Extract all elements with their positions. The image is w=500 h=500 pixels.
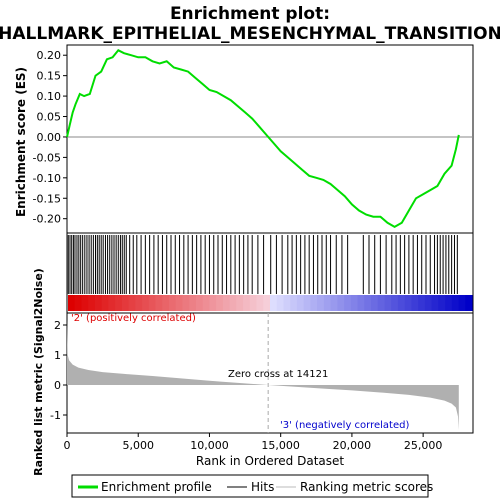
color-bar-segment [458,295,466,311]
chart-title-line2: HALLMARK_EPITHELIAL_MESENCHYMAL_TRANSITI… [0,24,500,44]
color-bar-segment [121,295,130,311]
es-y-tick-label: 0.20 [37,49,62,62]
es-y-tick-label: -0.15 [33,192,61,205]
color-bar-segment [249,295,258,311]
es-y-tick-label: 0.05 [37,111,62,124]
legend [71,474,429,498]
color-bar-segment [182,295,190,311]
color-bar-segment [451,295,460,311]
color-bar-segment [384,295,392,311]
color-bar-segment [209,295,217,311]
color-bar-segment [229,295,237,311]
color-bar-segment [195,295,204,311]
es-y-axis-label: Enrichment score (ES) [14,67,28,217]
color-bar-segment [296,295,305,311]
color-bar-segment [397,295,406,311]
metric-layer: 2 1 0 -1 0 5,000 10,000 15,000 20,000 25,000 [50,313,459,452]
color-bar-segment [364,295,372,311]
metric-y-tick-label: 1 [54,349,61,362]
x-axis-label: Rank in Ordered Dataset [196,454,344,468]
color-bar-segment [115,295,123,311]
color-bar-segment [344,295,352,311]
color-bar-segment [371,295,379,311]
color-bar-segment [222,295,231,311]
color-bar-segment [128,295,136,311]
color-bar-segment [283,295,291,311]
color-bar-segment [290,295,298,311]
color-bar-segment [317,295,325,311]
color-bar-segment [445,295,453,311]
es-y-tick-label: -0.05 [33,151,61,164]
color-bar-segment [276,295,284,311]
color-bar-segment [162,295,170,311]
color-bar-segment [411,295,419,311]
color-bar-segment [357,295,365,311]
color-bar-segment [202,295,210,311]
x-tick-label: 20,000 [333,439,372,452]
es-y-tick-label: -0.20 [33,213,61,226]
metric-y-tick-label: 0 [54,379,61,392]
color-bar-segment [465,295,473,311]
es-y-tick-label: 0.15 [37,70,62,83]
x-tick-label: 0 [64,439,71,452]
color-bar-segment [189,295,197,311]
color-bar-segment [94,295,103,311]
color-bar-segment [330,295,338,311]
es-y-tick-label: 0.00 [37,131,62,144]
color-bar-segment [418,295,426,311]
color-bar-segment [155,295,163,311]
x-tick-label: 25,000 [404,439,443,452]
color-bar-segment [68,295,76,311]
enrichment-profile-line [66,49,460,229]
color-bar-segment [169,295,177,311]
x-tick-label: 10,000 [190,439,229,452]
es-y-tick-label: -0.10 [33,172,61,185]
es-y-tick-label: 0.10 [37,90,62,103]
color-bar-segment [270,295,278,311]
color-bar-segment [74,295,82,311]
legend-enrichment-label: Enrichment profile [101,480,212,494]
color-bar-segment [101,295,109,311]
color-bar-segment [310,295,318,311]
metric-y-tick-label: -1 [50,409,61,422]
color-bar-segment [81,295,89,311]
color-bar-segment [337,295,345,311]
zero-cross-label: Zero cross at 14121 [228,369,328,380]
x-tick-label: 15,000 [261,439,300,452]
legend-metric-label: Ranking metric scores [300,480,433,494]
color-bar-segment [391,295,399,311]
metric-panel [66,312,474,434]
color-bar-segment [142,295,150,311]
color-bar-segment [377,295,385,311]
pos-correlated-label: '2' (positively correlated) [71,313,196,324]
color-bar-segment [108,295,116,311]
metric-y-tick-label: 2 [54,319,61,332]
hits-layer [67,235,473,311]
color-bar-segment [424,295,433,311]
x-tick-label: 5,000 [122,439,154,452]
color-bar-segment [303,295,311,311]
color-bar-segment [263,295,271,311]
es-layer: 0.20 0.15 0.10 0.05 0.00 -0.05 -0.10 -0.15 -0.20 [33,49,473,229]
color-bar-segment [431,295,439,311]
color-bar-segment [175,295,183,311]
color-bar-segment [256,295,264,311]
legend-hits-label: Hits [251,480,274,494]
neg-correlated-label: '3' (negatively correlated) [280,420,409,431]
color-bar-segment [135,295,143,311]
color-bar-segment [216,295,224,311]
chart-title-line1: Enrichment plot: [170,4,330,24]
metric-y-axis-label: Ranked list metric (Signal2Noise) [32,268,45,476]
color-bar-segment [148,295,157,311]
color-bar-segment [404,295,412,311]
color-bar-segment [438,295,446,311]
color-bar-segment [236,295,244,311]
color-bar-segment [350,295,359,311]
color-bar-segment [243,295,251,311]
color-bar-segment [323,295,332,311]
color-bar-segment [88,295,96,311]
